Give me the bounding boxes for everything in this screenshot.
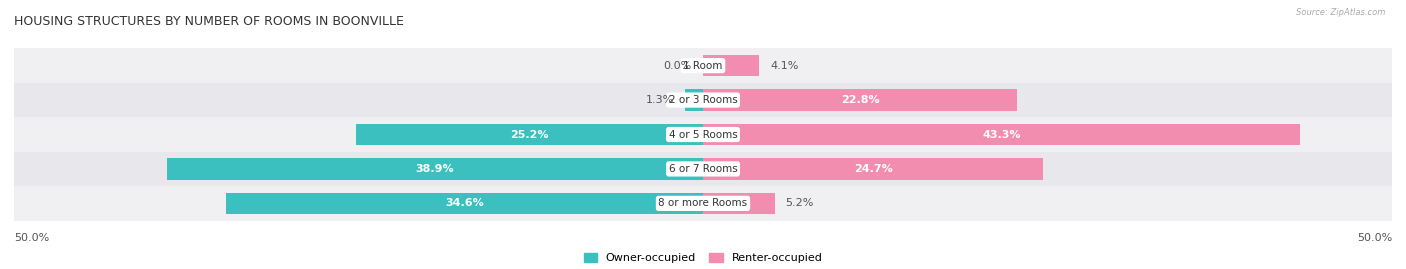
Text: 50.0%: 50.0% xyxy=(14,233,49,243)
Text: 50.0%: 50.0% xyxy=(1357,233,1392,243)
Text: 43.3%: 43.3% xyxy=(981,129,1021,140)
Text: 6 or 7 Rooms: 6 or 7 Rooms xyxy=(669,164,737,174)
Text: 1 Room: 1 Room xyxy=(683,61,723,71)
Bar xyxy=(167,158,703,180)
Text: 5.2%: 5.2% xyxy=(786,198,814,208)
Text: 4 or 5 Rooms: 4 or 5 Rooms xyxy=(669,129,737,140)
Bar xyxy=(14,186,1392,221)
Bar xyxy=(14,83,1392,117)
Bar xyxy=(226,193,703,214)
Bar xyxy=(703,158,1043,180)
Bar xyxy=(703,89,1017,111)
Bar xyxy=(685,89,703,111)
Text: 34.6%: 34.6% xyxy=(446,198,484,208)
Bar xyxy=(14,48,1392,83)
Text: 2 or 3 Rooms: 2 or 3 Rooms xyxy=(669,95,737,105)
Text: 8 or more Rooms: 8 or more Rooms xyxy=(658,198,748,208)
Legend: Owner-occupied, Renter-occupied: Owner-occupied, Renter-occupied xyxy=(583,253,823,263)
Text: 25.2%: 25.2% xyxy=(510,129,548,140)
Text: 1.3%: 1.3% xyxy=(645,95,673,105)
Bar xyxy=(703,55,759,76)
Bar xyxy=(703,124,1299,145)
Bar xyxy=(356,124,703,145)
Text: 22.8%: 22.8% xyxy=(841,95,879,105)
Text: 0.0%: 0.0% xyxy=(664,61,692,71)
Text: Source: ZipAtlas.com: Source: ZipAtlas.com xyxy=(1295,8,1385,17)
Bar xyxy=(14,117,1392,152)
Bar xyxy=(703,193,775,214)
Text: 4.1%: 4.1% xyxy=(770,61,799,71)
Text: 38.9%: 38.9% xyxy=(416,164,454,174)
Text: 24.7%: 24.7% xyxy=(853,164,893,174)
Bar xyxy=(14,152,1392,186)
Text: HOUSING STRUCTURES BY NUMBER OF ROOMS IN BOONVILLE: HOUSING STRUCTURES BY NUMBER OF ROOMS IN… xyxy=(14,15,404,28)
